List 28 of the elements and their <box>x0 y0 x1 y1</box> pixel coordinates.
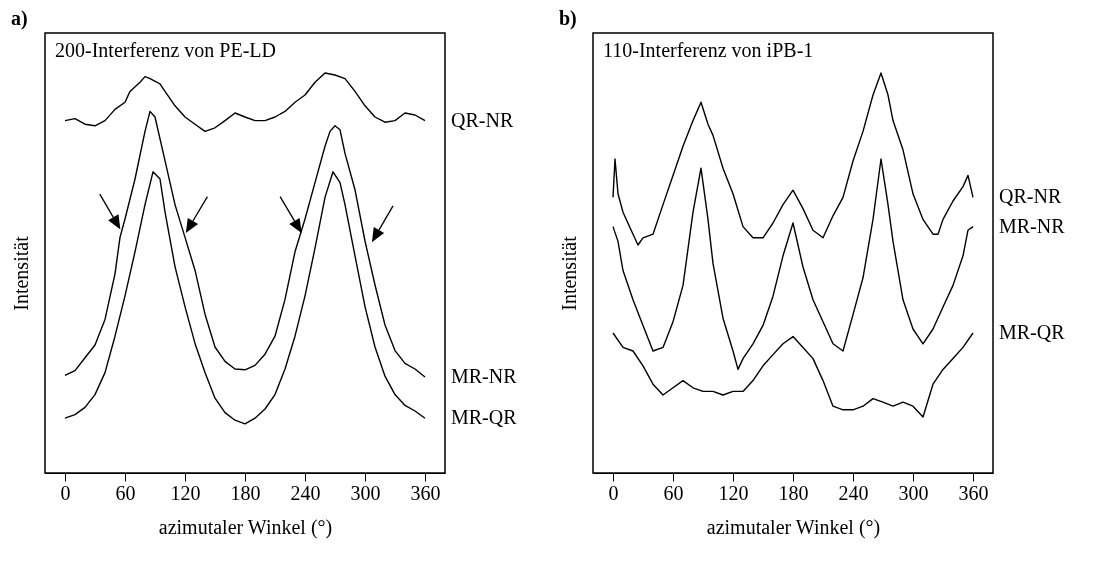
chart-title: b) <box>559 7 577 30</box>
x-tick-label: 0 <box>608 481 619 504</box>
text: 200-Interferenz von PE-LD <box>55 39 277 61</box>
x-tick-label: 180 <box>230 481 261 504</box>
x-tick-label: 300 <box>898 481 929 504</box>
series-label: QR-NR <box>999 185 1062 208</box>
x-tick-label: 0 <box>60 481 71 504</box>
x-tick-label: 180 <box>778 481 809 504</box>
x-tick-label: 120 <box>718 481 749 504</box>
series-label: MR-QR <box>451 406 518 429</box>
x-tick-label: 240 <box>838 481 869 504</box>
x-tick-label: 240 <box>290 481 321 504</box>
series-label: MR-NR <box>999 214 1066 237</box>
chart-title: a) <box>11 7 28 30</box>
x-axis-title: azimutaler Winkel (°) <box>158 515 333 539</box>
x-tick-label: 120 <box>170 481 201 504</box>
x-tick-label: 360 <box>958 481 989 504</box>
x-tick-label: 300 <box>350 481 381 504</box>
x-tick-label: 360 <box>410 481 441 504</box>
series-label: QR-NR <box>451 108 514 131</box>
x-axis-title: azimutaler Winkel (°) <box>706 515 881 539</box>
y-axis-title: Intensität <box>9 235 32 311</box>
series-label: MR-NR <box>451 365 518 387</box>
x-tick-label: 60 <box>663 481 684 504</box>
series-label: MR-QR <box>999 321 1066 343</box>
x-tick-label: 60 <box>115 481 136 504</box>
y-axis-title: Intensität <box>557 235 580 311</box>
text: 110-Interferenz von iPB-1 <box>603 39 814 61</box>
